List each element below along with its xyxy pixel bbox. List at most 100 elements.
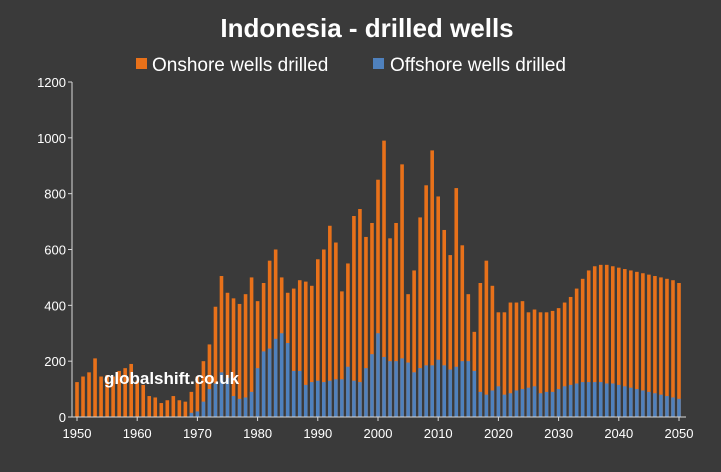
onshore-bar-2034 bbox=[580, 278, 585, 417]
offshore-bar-1994 bbox=[340, 379, 344, 417]
axes bbox=[68, 81, 686, 421]
onshore-bar-1950 bbox=[75, 382, 79, 417]
offshore-bar-1993 bbox=[334, 379, 338, 417]
offshore-bar-2043 bbox=[635, 389, 639, 417]
onshore-bar-2010 bbox=[436, 196, 440, 417]
y-tick-label-800: 800 bbox=[44, 187, 66, 202]
y-tick-label-0: 0 bbox=[59, 410, 66, 425]
offshore-bar-1990 bbox=[316, 380, 320, 417]
chart-title: Indonesia - drilled wells bbox=[220, 13, 513, 43]
onshore-bar-2038 bbox=[604, 264, 609, 417]
onshore-bar-2047 bbox=[659, 277, 663, 417]
onshore-bar-2000 bbox=[376, 179, 380, 417]
legend-swatch-onshore bbox=[136, 58, 147, 69]
onshore-bar-2013 bbox=[454, 188, 459, 417]
offshore-bar-2042 bbox=[629, 387, 633, 417]
offshore-bar-2006 bbox=[412, 372, 416, 417]
offshore-bar-2023 bbox=[514, 390, 519, 417]
legend-label-offshore: Offshore wells drilled bbox=[390, 55, 566, 76]
onshore-bar-1999 bbox=[370, 222, 374, 417]
x-tick-label-2000: 2000 bbox=[364, 426, 393, 441]
onshore-bar-1974 bbox=[219, 276, 224, 417]
onshore-bar-2040 bbox=[617, 267, 621, 417]
offshore-bar-2017 bbox=[478, 391, 483, 418]
onshore-bar-2037 bbox=[598, 264, 603, 417]
offshore-bar-2037 bbox=[598, 382, 603, 417]
offshore-bar-2009 bbox=[430, 365, 434, 417]
onshore-bar-2041 bbox=[623, 269, 627, 417]
offshore-bar-2027 bbox=[538, 393, 543, 417]
onshore-bar-1956 bbox=[111, 376, 115, 417]
offshore-bar-1986 bbox=[291, 370, 296, 417]
offshore-bar-2004 bbox=[400, 358, 404, 418]
onshore-bar-2050 bbox=[677, 283, 681, 417]
offshore-bar-2030 bbox=[556, 389, 561, 417]
onshore-bar-2015 bbox=[466, 294, 471, 417]
x-tick-label-1960: 1960 bbox=[123, 426, 152, 441]
offshore-bar-1997 bbox=[358, 382, 362, 417]
offshore-bar-1977 bbox=[237, 398, 242, 417]
onshore-bar-1983 bbox=[273, 249, 278, 417]
offshore-bar-1991 bbox=[322, 382, 326, 417]
onshore-bar-1972 bbox=[207, 344, 212, 417]
onshore-bar-2021 bbox=[502, 312, 507, 417]
onshore-bar-1960 bbox=[135, 380, 139, 417]
onshore-bar-1958 bbox=[123, 368, 127, 417]
watermark: globalshift.co.uk bbox=[104, 369, 240, 388]
onshore-bar-2002 bbox=[388, 238, 392, 417]
offshore-bar-1971 bbox=[201, 401, 206, 417]
offshore-bar-1989 bbox=[309, 382, 314, 417]
x-tick-label-2040: 2040 bbox=[604, 426, 633, 441]
offshore-bar-2013 bbox=[454, 366, 459, 417]
onshore-bars bbox=[75, 140, 681, 418]
offshore-bar-2018 bbox=[484, 394, 489, 417]
offshore-bar-1979 bbox=[249, 391, 254, 418]
onshore-bar-2046 bbox=[653, 276, 657, 417]
offshore-bar-1970 bbox=[195, 411, 200, 417]
onshore-bar-1979 bbox=[249, 277, 254, 417]
onshore-bar-2049 bbox=[671, 280, 675, 417]
x-tick-label-2050: 2050 bbox=[665, 426, 694, 441]
offshore-bar-2021 bbox=[502, 394, 507, 417]
offshore-bar-2020 bbox=[496, 386, 501, 417]
offshore-bar-1972 bbox=[207, 389, 212, 417]
onshore-bar-1954 bbox=[99, 376, 103, 417]
offshore-bar-2040 bbox=[617, 384, 621, 417]
onshore-bar-2008 bbox=[424, 185, 428, 417]
y-tick-label-1200: 1200 bbox=[37, 75, 66, 90]
offshore-bar-2044 bbox=[641, 390, 645, 417]
onshore-bar-2012 bbox=[448, 255, 453, 417]
offshore-bar-2002 bbox=[388, 361, 392, 417]
offshore-bar-2014 bbox=[460, 361, 465, 417]
offshore-bar-2046 bbox=[653, 393, 657, 417]
y-tick-label-400: 400 bbox=[44, 298, 66, 313]
onshore-bar-2023 bbox=[514, 302, 519, 417]
onshore-bar-1962 bbox=[147, 396, 152, 417]
onshore-bar-1965 bbox=[165, 400, 170, 417]
onshore-bar-2045 bbox=[647, 274, 651, 418]
onshore-bar-2007 bbox=[418, 217, 422, 417]
offshore-bar-2008 bbox=[424, 365, 428, 417]
offshore-bar-1978 bbox=[243, 397, 248, 417]
onshore-bar-2026 bbox=[532, 309, 537, 417]
x-tick-label-1980: 1980 bbox=[243, 426, 272, 441]
offshore-bar-2035 bbox=[586, 382, 591, 417]
onshore-bar-2018 bbox=[484, 260, 489, 417]
onshore-bar-1991 bbox=[322, 249, 326, 417]
offshore-bar-2032 bbox=[568, 384, 573, 417]
offshore-bar-2007 bbox=[418, 368, 422, 417]
offshore-bar-2003 bbox=[394, 361, 398, 417]
onshore-bar-1969 bbox=[189, 391, 194, 418]
onshore-bar-2032 bbox=[568, 296, 573, 417]
offshore-bar-2015 bbox=[466, 361, 471, 417]
onshore-bar-1964 bbox=[159, 403, 164, 417]
onshore-bar-1977 bbox=[237, 303, 242, 417]
onshore-bar-2028 bbox=[544, 312, 549, 417]
x-tick-label-2030: 2030 bbox=[544, 426, 573, 441]
onshore-bar-2011 bbox=[442, 229, 447, 417]
onshore-bar-1988 bbox=[303, 281, 308, 417]
onshore-bar-1997 bbox=[358, 209, 362, 417]
onshore-bar-1992 bbox=[328, 225, 332, 417]
onshore-bar-2017 bbox=[478, 283, 483, 417]
